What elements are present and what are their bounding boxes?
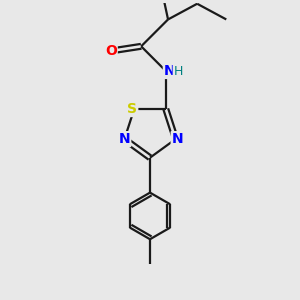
Text: O: O [105,44,117,58]
Text: N: N [164,64,176,78]
Text: N: N [172,132,183,146]
Text: S: S [127,102,137,116]
Text: H: H [173,65,183,78]
Text: N: N [118,132,130,146]
